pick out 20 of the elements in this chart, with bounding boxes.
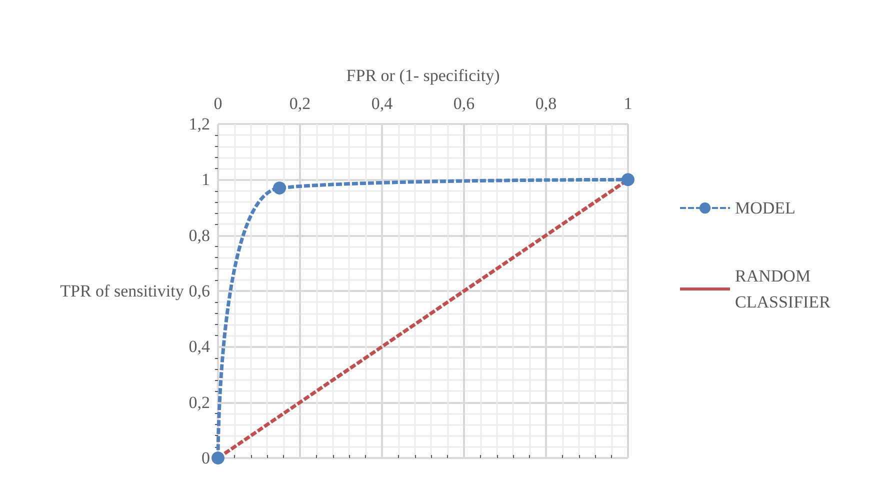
legend-label: RANDOM CLASSIFIER (735, 266, 832, 312)
x-tick-label: 0,8 (535, 94, 557, 113)
x-tick-label: 0 (214, 94, 222, 113)
y-tick-label: 1 (202, 170, 210, 190)
y-tick-label: 1,2 (188, 114, 210, 134)
y-tick-label: 0,6 (188, 282, 210, 300)
legend-label: MODEL (735, 198, 796, 218)
x-tick-label: 0,6 (453, 94, 475, 113)
point (273, 182, 286, 195)
y-tick-label: 0,4 (188, 337, 210, 356)
y-tick-label: 0,2 (188, 392, 210, 412)
y-tick-label: 0,8 (188, 226, 210, 245)
point (212, 452, 224, 464)
x-tick-label: 0,4 (371, 94, 394, 113)
x-axis-title: FPR or (1- specificity) (346, 66, 500, 85)
y-axis-title: TPR of sensitivity (60, 282, 184, 300)
y-tick-label: 0 (202, 448, 210, 468)
x-tick-label: 0,2 (289, 94, 311, 113)
point (622, 173, 634, 186)
x-tick-label: 1 (624, 94, 632, 113)
